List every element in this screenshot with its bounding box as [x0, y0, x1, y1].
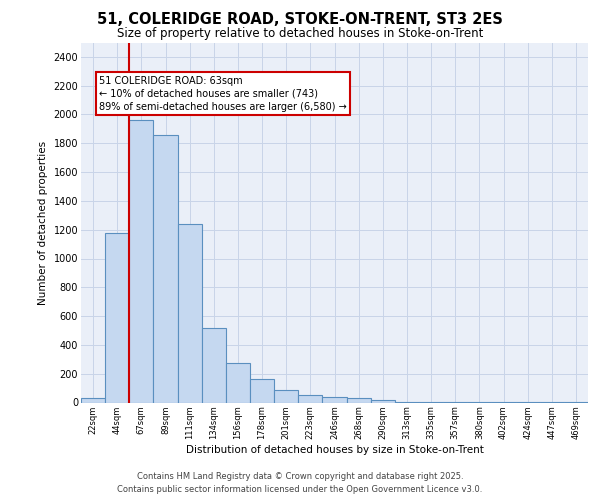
Text: 51 COLERIDGE ROAD: 63sqm
← 10% of detached houses are smaller (743)
89% of semi-: 51 COLERIDGE ROAD: 63sqm ← 10% of detach… [99, 76, 347, 112]
Text: Contains HM Land Registry data © Crown copyright and database right 2025.: Contains HM Land Registry data © Crown c… [137, 472, 463, 481]
Bar [81, 398, 105, 402]
Text: Size of property relative to detached houses in Stoke-on-Trent: Size of property relative to detached ho… [117, 28, 483, 40]
Bar [298, 396, 322, 402]
Bar [274, 390, 298, 402]
Bar [250, 380, 274, 402]
Text: 51, COLERIDGE ROAD, STOKE-ON-TRENT, ST3 2ES: 51, COLERIDGE ROAD, STOKE-ON-TRENT, ST3 … [97, 12, 503, 28]
Bar [178, 224, 202, 402]
Bar [129, 120, 154, 402]
Bar [226, 363, 250, 403]
Bar [371, 400, 395, 402]
X-axis label: Distribution of detached houses by size in Stoke-on-Trent: Distribution of detached houses by size … [185, 444, 484, 454]
Bar [322, 396, 347, 402]
Bar [347, 398, 371, 402]
Text: Contains public sector information licensed under the Open Government Licence v3: Contains public sector information licen… [118, 485, 482, 494]
Y-axis label: Number of detached properties: Number of detached properties [38, 140, 48, 304]
Bar [202, 328, 226, 402]
Bar [105, 234, 129, 402]
Bar [154, 136, 178, 402]
